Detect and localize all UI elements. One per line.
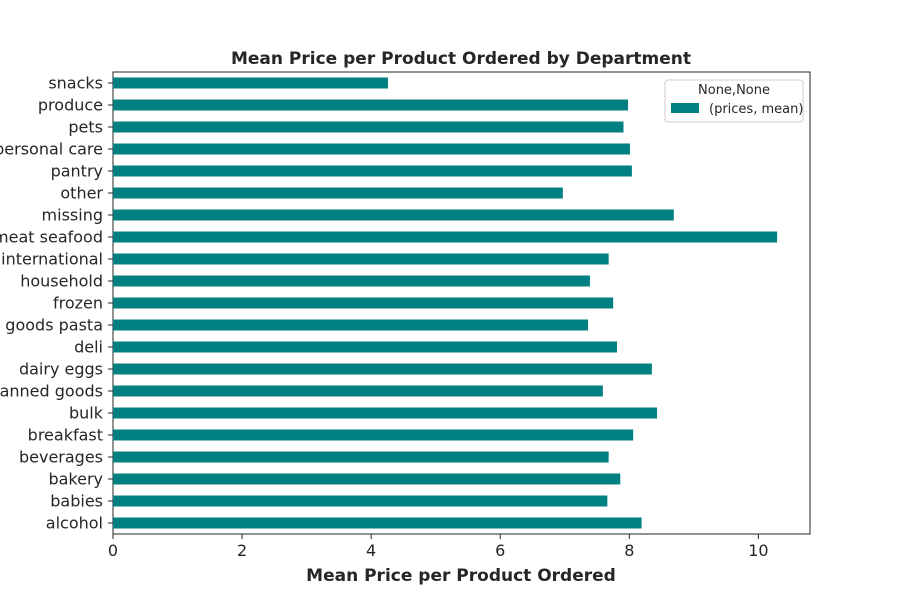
y-tick-label: other (60, 184, 103, 203)
legend: None,None (prices, mean) (664, 79, 804, 123)
bar-household (113, 275, 590, 287)
y-tick-label: pantry (51, 162, 103, 181)
bar-dry-goods-pasta (113, 319, 588, 331)
bar-missing (113, 209, 674, 221)
bar-breakfast (113, 429, 634, 441)
y-tick-label: personal care (0, 140, 103, 159)
y-tick-label: beverages (19, 448, 103, 467)
y-tick-label: pets (68, 118, 103, 137)
y-tick-label: dairy eggs (19, 360, 103, 379)
y-tick-label: breakfast (28, 426, 103, 445)
bar-snacks (113, 77, 388, 89)
bar-beverages (113, 451, 609, 463)
bar-bulk (113, 407, 658, 419)
x-tick-label: 4 (366, 541, 376, 560)
bar-international (113, 253, 609, 265)
y-tick-label: international (1, 250, 103, 269)
bar-dairy-eggs (113, 363, 652, 375)
y-tick-label: bakery (48, 470, 103, 489)
y-tick-label: deli (74, 338, 103, 357)
y-tick-label: meat seafood (0, 228, 103, 247)
bar-alcohol (113, 517, 642, 529)
x-tick-label: 10 (748, 541, 768, 560)
bar-pets (113, 121, 624, 133)
x-tick-label: 0 (108, 541, 118, 560)
x-tick-label: 6 (495, 541, 505, 560)
legend-box (664, 79, 804, 123)
x-tick-label: 2 (237, 541, 247, 560)
y-tick-label: snacks (48, 74, 103, 93)
bar-produce (113, 99, 629, 111)
legend-title: None,None (698, 83, 770, 98)
legend-swatch (671, 103, 699, 113)
y-axis: alcohol babies bakery beverages breakfast bul… (0, 74, 113, 533)
bar-pantry (113, 165, 632, 177)
y-tick-label: alcohol (46, 514, 103, 533)
y-tick-label: missing (42, 206, 103, 225)
bar-bakery (113, 473, 621, 485)
bar-deli (113, 341, 618, 353)
bar-other (113, 187, 563, 199)
chart-title: Mean Price per Product Ordered by Depart… (231, 49, 691, 69)
bar-personal-care (113, 143, 630, 155)
y-tick-label: canned goods (0, 382, 103, 401)
bars (113, 77, 778, 529)
y-tick-label: babies (50, 492, 103, 511)
bar-frozen (113, 297, 614, 309)
y-tick-label: produce (38, 96, 103, 115)
y-tick-label: household (20, 272, 103, 291)
y-tick-label: bulk (69, 404, 104, 423)
x-tick-label: 8 (624, 541, 634, 560)
y-tick-label: dry goods pasta (0, 316, 103, 335)
bar-meat-seafood (113, 231, 778, 243)
x-axis: 0 2 4 6 8 10 (108, 534, 769, 560)
bar-babies (113, 495, 608, 507)
y-tick-label: frozen (53, 294, 103, 313)
x-axis-label: Mean Price per Product Ordered (306, 566, 616, 586)
legend-entry-label: (prices, mean) (709, 102, 803, 117)
bar-canned-goods (113, 385, 603, 397)
